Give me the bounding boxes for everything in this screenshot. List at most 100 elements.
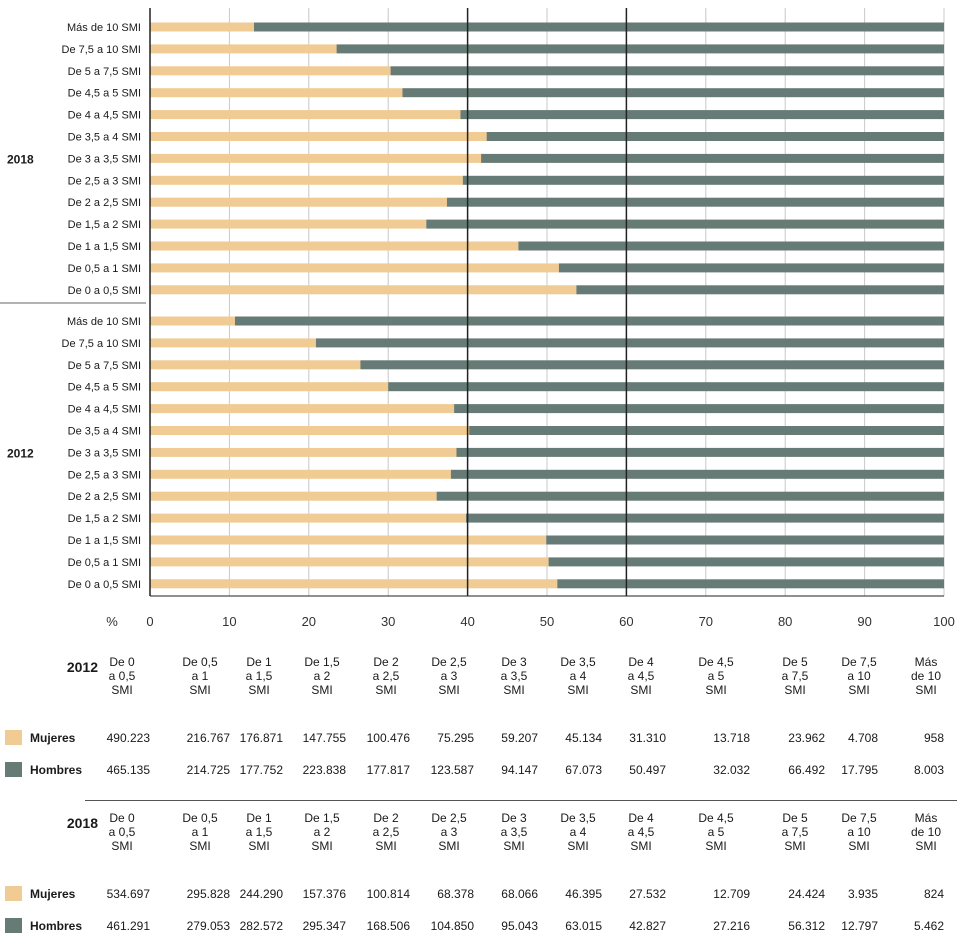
- column-header: De 2 a 2,5 SMI: [372, 811, 400, 853]
- column-header: De 1 a 1,5 SMI: [245, 655, 273, 697]
- category-label: De 5 a 7,5 SMI: [68, 360, 141, 372]
- bar-hombres: [254, 22, 944, 32]
- bar-hombres: [315, 338, 944, 348]
- category-label: De 2,5 a 3 SMI: [68, 469, 141, 481]
- bar-mujeres: [150, 382, 389, 392]
- table-value: 465.135: [106, 763, 150, 777]
- bar-hombres: [486, 132, 944, 141]
- table-value: 5.462: [913, 919, 944, 933]
- row-label-mujeres: Mujeres: [5, 730, 75, 745]
- bar-hombres: [360, 360, 944, 370]
- bar-mujeres: [150, 316, 235, 326]
- table-value: 68.066: [501, 887, 538, 901]
- x-tick-label: 40: [460, 614, 474, 629]
- bar-hombres: [450, 469, 944, 479]
- bar-mujeres: [150, 426, 470, 435]
- table-value: 461.291: [106, 919, 150, 933]
- category-label: De 2 a 2,5 SMI: [68, 197, 141, 209]
- table-value: 50.497: [629, 763, 666, 777]
- table-value: 3.935: [847, 887, 878, 901]
- table-value: 214.725: [186, 763, 230, 777]
- column-header: De 5 a 7,5 SMI: [781, 655, 809, 697]
- bar-hombres: [558, 263, 944, 273]
- column-header: De 4,5 a 5 SMI: [698, 655, 734, 697]
- table-value: 59.207: [501, 731, 538, 745]
- x-tick-label: 0: [146, 614, 153, 629]
- bar-hombres: [446, 197, 944, 207]
- bar-mujeres: [150, 44, 337, 54]
- bar-mujeres: [150, 22, 255, 32]
- table-value: 42.827: [629, 919, 666, 933]
- bar-hombres: [460, 110, 944, 120]
- table-year: 2012: [66, 659, 98, 675]
- bar-hombres: [466, 513, 944, 523]
- bar-hombres: [426, 219, 944, 229]
- table-value: 490.223: [106, 731, 150, 745]
- legend-swatch-hombres: [5, 918, 22, 933]
- bar-mujeres: [150, 447, 457, 457]
- legend-swatch-mujeres: [5, 730, 22, 745]
- category-label: De 0,5 a 1 SMI: [68, 263, 141, 275]
- table-value: 31.310: [629, 731, 666, 745]
- bar-mujeres: [150, 579, 558, 589]
- table-value: 67.073: [565, 763, 602, 777]
- bar-hombres: [576, 285, 944, 295]
- bar-mujeres: [150, 360, 361, 370]
- category-label: De 1,5 a 2 SMI: [68, 219, 141, 231]
- group-year-label: 2018: [7, 152, 34, 166]
- bar-mujeres: [150, 110, 461, 120]
- category-label: De 2 a 2,5 SMI: [68, 491, 141, 503]
- table-value: 168.506: [366, 919, 410, 933]
- column-header: De 5 a 7,5 SMI: [781, 811, 809, 853]
- bar-mujeres: [150, 513, 467, 523]
- table-value: 23.962: [788, 731, 825, 745]
- table-value: 13.718: [713, 731, 750, 745]
- x-tick-label: 20: [302, 614, 316, 629]
- table-value: 8.003: [913, 763, 944, 777]
- column-header: De 4 a 4,5 SMI: [627, 655, 655, 697]
- category-label: De 0,5 a 1 SMI: [68, 557, 141, 569]
- table-value: 56.312: [788, 919, 825, 933]
- column-header: De 0,5 a 1 SMI: [182, 811, 218, 853]
- row-label-text: Mujeres: [30, 886, 76, 901]
- x-tick-label: 60: [619, 614, 633, 629]
- category-label: De 1 a 1,5 SMI: [68, 241, 141, 253]
- x-tick-label: 50: [540, 614, 554, 629]
- bar-mujeres: [150, 153, 482, 163]
- table-value: 223.838: [302, 763, 346, 777]
- table-value: 177.752: [239, 763, 283, 777]
- column-header: De 3,5 a 4 SMI: [560, 811, 596, 853]
- table-value: 534.697: [106, 887, 150, 901]
- table-value: 75.295: [437, 731, 474, 745]
- column-header: De 7,5 a 10 SMI: [841, 655, 877, 697]
- bar-hombres: [548, 557, 944, 567]
- legend-swatch-hombres: [5, 762, 22, 777]
- table-value: 94.147: [501, 763, 538, 777]
- column-header: De 2 a 2,5 SMI: [372, 655, 400, 697]
- x-tick-label: 90: [857, 614, 871, 629]
- bar-hombres: [481, 153, 944, 163]
- table-year: 2018: [66, 815, 98, 831]
- table-value: 295.347: [302, 919, 346, 933]
- bar-hombres: [234, 316, 944, 326]
- table-value: 24.424: [788, 887, 825, 901]
- bar-mujeres: [150, 491, 437, 501]
- x-tick-label: 70: [699, 614, 713, 629]
- table-value: 32.032: [713, 763, 750, 777]
- bar-hombres: [402, 88, 944, 98]
- row-label-mujeres: Mujeres: [5, 886, 75, 901]
- table-value: 216.767: [186, 731, 230, 745]
- x-tick-label: 30: [381, 614, 395, 629]
- bar-mujeres: [150, 132, 487, 141]
- bar-hombres: [456, 447, 944, 457]
- row-label-hombres: Hombres: [5, 762, 82, 777]
- stacked-bar-chart: Más de 10 SMI De 7,5 a 10 SMI De 5 a 7,5 S…: [0, 8, 955, 629]
- table-value: 45.134: [565, 731, 602, 745]
- table-value: 824: [923, 887, 944, 901]
- bar-mujeres: [150, 557, 549, 567]
- column-header: De 2,5 a 3 SMI: [431, 811, 467, 853]
- bar-hombres: [546, 535, 944, 545]
- table-value: 27.532: [629, 887, 666, 901]
- category-label: De 3 a 3,5 SMI: [68, 153, 141, 165]
- column-header: De 0 a 0,5 SMI: [108, 811, 136, 853]
